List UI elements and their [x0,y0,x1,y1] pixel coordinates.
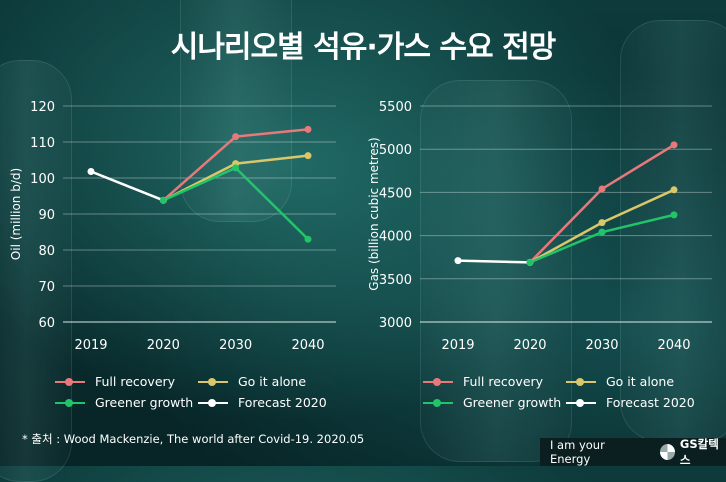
legend-swatch-go-it-alone [198,377,228,386]
x-tick-label: 2020 [147,338,180,353]
data-point-forecast-2020 [454,257,462,265]
series-line-forecast-2020 [457,259,531,264]
legend-item-forecast-2020: Forecast 2020 [566,395,695,410]
x-tick-label: 2019 [74,338,107,353]
background-tube [620,20,726,442]
y-tick-label: 60 [38,316,55,331]
y-axis-label: Oil (million b/d) [9,168,23,260]
y-tick-label: 5000 [379,143,412,158]
legend-swatch-go-it-alone [566,377,596,386]
legend-swatch-full-recovery [423,377,453,386]
legend-label: Full recovery [463,374,544,389]
y-tick-label: 100 [30,172,55,187]
source-note: * 출처 : Wood Mackenzie, The world after C… [22,432,365,446]
legend-label: Greener growth [463,395,562,410]
brand-bar: I am your Energy GS칼텍스 [540,437,726,467]
y-tick-label: 3500 [379,273,412,288]
legend-item-go-it-alone: Go it alone [198,374,306,389]
data-point-go-it-alone [304,152,312,160]
oil-demand-chart: 60 70 80 90 100 110 120 2019 2020 2030 2040 Oil (mi… [9,100,324,353]
background-tube [0,60,72,482]
legend-item-greener-growth: Greener growth [55,395,193,410]
legend-item-full-recovery: Full recovery [423,374,543,389]
data-point-greener-growth [159,196,167,204]
data-point-go-it-alone [670,186,678,194]
x-tick-label: 2030 [585,338,618,353]
page-title: 시나리오별 석유·가스 수요 전망 [170,30,557,65]
x-tick-label: 2030 [219,338,252,353]
series-line-full-recovery [529,143,675,264]
y-tick-label: 5500 [379,100,412,115]
legend-item-forecast-2020: Forecast 2020 [198,395,327,410]
legend-label: Go it alone [606,374,675,389]
x-tick-label: 2040 [657,338,690,353]
legend-swatch-greener-growth [55,398,85,407]
gas-legend: Full recovery Go it alone Greener growth… [423,374,723,414]
legend-item-greener-growth: Greener growth [423,395,561,410]
legend-label: Go it alone [238,374,307,389]
series-line-forecast-2020 [90,170,164,202]
legend-swatch-full-recovery [55,377,85,386]
data-point-go-it-alone [598,219,606,227]
legend-swatch-forecast-2020 [566,398,596,407]
data-point-forecast-2020 [87,168,95,176]
legend-swatch-forecast-2020 [198,398,228,407]
background-tube [420,80,572,462]
legend-item-go-it-alone: Go it alone [566,374,674,389]
x-tick-label: 2019 [441,338,474,353]
y-axis-label: Gas (billion cubic metres) [367,137,381,290]
data-point-full-recovery [670,141,678,149]
legend-label: Greener growth [95,395,194,410]
data-point-full-recovery [304,125,312,133]
legend-label: Full recovery [95,374,176,389]
legend-item-full-recovery: Full recovery [55,374,175,389]
y-tick-label: 70 [38,280,55,295]
y-tick-label: 3000 [379,316,412,331]
data-point-full-recovery [598,185,606,193]
y-tick-label: 80 [38,244,55,259]
brand-name: GS칼텍스 [679,437,719,467]
brand-slogan: I am your Energy [550,438,605,466]
y-tick-label: 120 [30,100,55,115]
x-tick-label: 2040 [291,338,324,353]
gs-logo-icon [660,444,675,460]
legend-label: Forecast 2020 [238,395,327,410]
gas-demand-chart: 3000 3500 4000 4500 5000 5500 2019 2020 2030 2040… [367,100,690,353]
legend-swatch-greener-growth [423,398,453,407]
data-point-greener-growth [598,228,606,236]
y-tick-label: 4500 [379,186,412,201]
y-tick-label: 90 [38,208,55,223]
oil-legend: Full recovery Go it alone Greener growth… [55,374,355,414]
data-point-greener-growth [304,235,312,243]
data-point-greener-growth [232,164,240,172]
data-point-full-recovery [232,133,240,141]
x-tick-label: 2020 [513,338,546,353]
legend-label: Forecast 2020 [606,395,695,410]
y-tick-label: 110 [30,136,55,151]
data-point-greener-growth [670,211,678,219]
y-tick-label: 4000 [379,230,412,245]
data-point-greener-growth [526,258,534,266]
